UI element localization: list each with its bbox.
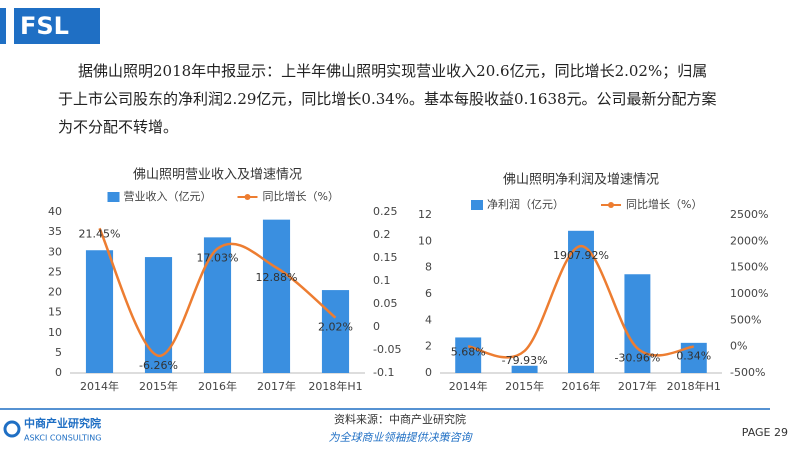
x-tick-label: 2014年 bbox=[80, 379, 119, 393]
y2-tick-label: 0.1 bbox=[373, 274, 391, 287]
data-label: 17.03% bbox=[197, 252, 239, 265]
chart-title: 佛山照明营业收入及增速情况 bbox=[133, 168, 302, 183]
x-tick-label: 2018年H1 bbox=[667, 379, 721, 393]
x-tick-label: 2018年H1 bbox=[308, 379, 362, 393]
x-tick-label: 2014年 bbox=[449, 379, 488, 393]
y2-tick-label: 1000% bbox=[730, 287, 768, 300]
data-label: 5.68% bbox=[451, 345, 486, 358]
y2-tick-label: 0.05 bbox=[373, 297, 398, 310]
y-tick-label: 0 bbox=[425, 366, 432, 379]
bar bbox=[85, 250, 114, 373]
y2-tick-label: 0% bbox=[730, 340, 747, 353]
legend-swatch bbox=[471, 200, 483, 210]
logo-sub: 佛山照明 bbox=[100, 20, 152, 35]
y2-tick-label: -0.05 bbox=[373, 343, 401, 356]
data-label: 2.02% bbox=[318, 321, 353, 334]
legend-label: 营业收入（亿元） bbox=[124, 189, 212, 203]
legend-swatch bbox=[608, 202, 614, 208]
y2-tick-label: 2500% bbox=[730, 208, 768, 221]
data-label: -6.26% bbox=[139, 359, 178, 372]
brand: 中商产业研究院 bbox=[24, 416, 101, 430]
y2-tick-label: 500% bbox=[730, 313, 761, 326]
x-tick-label: 2017年 bbox=[618, 379, 657, 393]
y-tick-label: 15 bbox=[48, 306, 62, 319]
y2-tick-label: 0.25 bbox=[373, 205, 398, 218]
logo-box bbox=[14, 8, 100, 44]
y-tick-label: 5 bbox=[55, 346, 62, 359]
x-tick-label: 2015年 bbox=[505, 379, 544, 393]
x-tick-label: 2016年 bbox=[198, 379, 237, 393]
legend-label: 同比增长（%） bbox=[263, 189, 339, 203]
bar bbox=[511, 365, 538, 373]
y-tick-label: 20 bbox=[48, 286, 62, 299]
accent-bar bbox=[0, 8, 6, 44]
data-label: 1907.92% bbox=[553, 249, 609, 262]
y-tick-label: 10 bbox=[418, 234, 432, 247]
y-tick-label: 25 bbox=[48, 265, 62, 278]
y2-tick-label: 1500% bbox=[730, 261, 768, 274]
paragraph-line: 为不分配不转增。 bbox=[58, 118, 178, 136]
page-number: PAGE 29 bbox=[742, 426, 788, 439]
data-label: 12.88% bbox=[256, 271, 298, 284]
legend-swatch bbox=[244, 194, 251, 200]
y-tick-label: 35 bbox=[48, 225, 62, 238]
line bbox=[98, 227, 337, 358]
bar bbox=[624, 274, 651, 373]
y-tick-label: 10 bbox=[48, 326, 62, 339]
bar bbox=[455, 337, 482, 373]
x-tick-label: 2016年 bbox=[562, 379, 601, 393]
x-tick-label: 2015年 bbox=[139, 379, 178, 393]
legend-label: 净利润（亿元） bbox=[487, 197, 564, 211]
x-tick-label: 2017年 bbox=[257, 379, 296, 393]
y2-tick-label: 0.15 bbox=[373, 251, 398, 264]
y2-tick-label: 0.2 bbox=[373, 228, 391, 241]
data-label: 0.34% bbox=[676, 350, 711, 363]
logo: FSL bbox=[20, 12, 69, 40]
legend-swatch bbox=[107, 192, 120, 202]
y2-tick-label: 2000% bbox=[730, 234, 768, 247]
y-tick-label: 2 bbox=[425, 340, 432, 353]
y2-tick-label: -500% bbox=[730, 366, 765, 379]
brand-icon bbox=[3, 420, 21, 438]
bar bbox=[262, 219, 291, 373]
y-tick-label: 0 bbox=[55, 366, 62, 379]
source: 资料来源：中商产业研究院 bbox=[334, 412, 466, 426]
bar bbox=[568, 230, 594, 373]
y-tick-label: 12 bbox=[418, 208, 432, 221]
paragraph-line: 于上市公司股东的净利润2.29亿元，同比增长0.34%。基本每股收益0.1638… bbox=[58, 90, 717, 108]
legend-label: 同比增长（%） bbox=[626, 197, 702, 211]
bar bbox=[144, 257, 173, 373]
y2-tick-label: 0 bbox=[373, 320, 380, 333]
brand-en: ASKCI CONSULTING bbox=[24, 434, 101, 443]
chart-title: 佛山照明净利润及增速情况 bbox=[503, 173, 659, 188]
paragraph-line: 据佛山照明2018年中报显示：上半年佛山照明实现营业收入20.6亿元，同比增长2… bbox=[78, 62, 707, 80]
line bbox=[467, 244, 694, 359]
data-label: -30.96% bbox=[614, 351, 660, 364]
y-tick-label: 40 bbox=[48, 205, 62, 218]
data-label: 21.45% bbox=[79, 227, 121, 240]
bar bbox=[321, 290, 350, 373]
y-tick-label: 6 bbox=[425, 287, 432, 300]
y-tick-label: 8 bbox=[425, 261, 432, 274]
y-tick-label: 30 bbox=[48, 245, 62, 258]
y2-tick-label: -0.1 bbox=[373, 366, 394, 379]
slogan: 为全球商业领袖提供决策咨询 bbox=[329, 431, 474, 444]
data-label: -79.93% bbox=[502, 354, 548, 367]
y-tick-label: 4 bbox=[425, 313, 432, 326]
